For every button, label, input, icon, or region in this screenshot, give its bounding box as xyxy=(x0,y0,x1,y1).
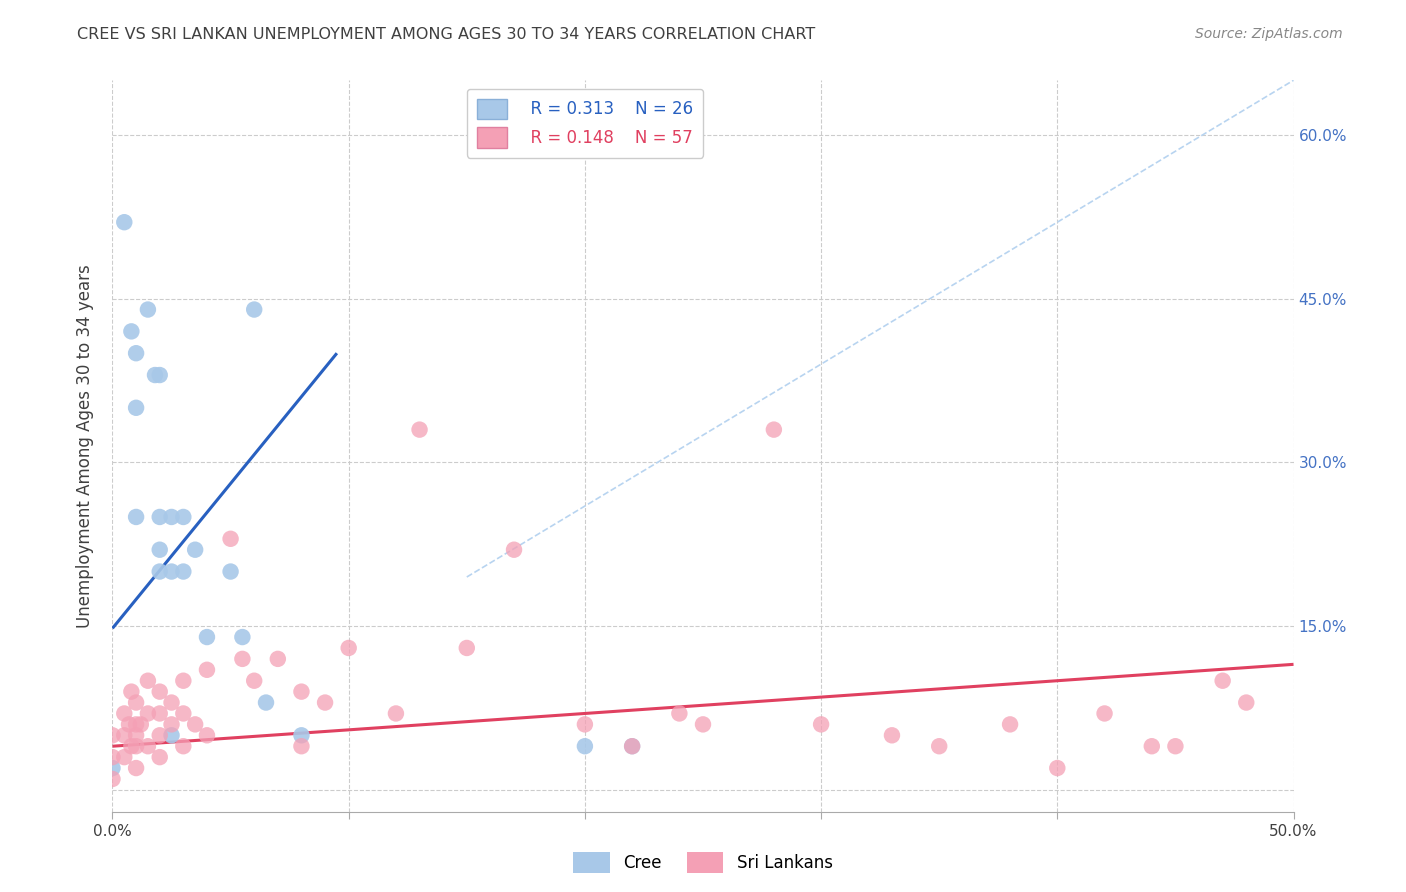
Point xyxy=(762,423,785,437)
Point xyxy=(160,565,183,579)
Point xyxy=(112,215,135,229)
Point xyxy=(231,652,253,666)
Point xyxy=(125,346,148,360)
Point xyxy=(129,717,152,731)
Point xyxy=(101,761,124,775)
Point xyxy=(928,739,950,754)
Point xyxy=(136,739,159,754)
Point xyxy=(668,706,690,721)
Point xyxy=(149,510,172,524)
Point xyxy=(621,739,644,754)
Point xyxy=(456,640,478,655)
Point xyxy=(408,423,430,437)
Point xyxy=(810,717,832,731)
Point xyxy=(290,739,312,754)
Y-axis label: Unemployment Among Ages 30 to 34 years: Unemployment Among Ages 30 to 34 years xyxy=(76,264,94,628)
Point xyxy=(136,302,159,317)
Text: CREE VS SRI LANKAN UNEMPLOYMENT AMONG AGES 30 TO 34 YEARS CORRELATION CHART: CREE VS SRI LANKAN UNEMPLOYMENT AMONG AG… xyxy=(77,27,815,42)
Legend: Cree, Sri Lankans: Cree, Sri Lankans xyxy=(567,846,839,880)
Point xyxy=(160,728,183,742)
Point xyxy=(1212,673,1234,688)
Legend:   R = 0.313    N = 26,   R = 0.148    N = 57: R = 0.313 N = 26, R = 0.148 N = 57 xyxy=(467,88,703,158)
Point xyxy=(125,717,148,731)
Point xyxy=(149,684,172,698)
Point xyxy=(118,717,141,731)
Point xyxy=(172,565,194,579)
Point xyxy=(125,739,148,754)
Point xyxy=(254,696,277,710)
Point xyxy=(195,630,218,644)
Point xyxy=(574,717,596,731)
Point xyxy=(621,739,644,754)
Point xyxy=(231,630,253,644)
Point xyxy=(125,728,148,742)
Point xyxy=(1094,706,1116,721)
Point xyxy=(149,750,172,764)
Point xyxy=(101,772,124,786)
Point xyxy=(149,368,172,382)
Point xyxy=(149,542,172,557)
Point xyxy=(120,324,142,338)
Point xyxy=(143,368,166,382)
Point xyxy=(290,728,312,742)
Point xyxy=(112,750,135,764)
Point xyxy=(385,706,408,721)
Point xyxy=(172,673,194,688)
Point xyxy=(219,532,242,546)
Point xyxy=(195,663,218,677)
Point xyxy=(120,684,142,698)
Point xyxy=(120,739,142,754)
Point xyxy=(184,717,207,731)
Point xyxy=(149,565,172,579)
Point xyxy=(172,706,194,721)
Point xyxy=(314,696,336,710)
Point xyxy=(112,706,135,721)
Point xyxy=(574,739,596,754)
Point xyxy=(101,750,124,764)
Point xyxy=(1046,761,1069,775)
Point xyxy=(195,728,218,742)
Point xyxy=(1140,739,1163,754)
Point xyxy=(125,510,148,524)
Text: Source: ZipAtlas.com: Source: ZipAtlas.com xyxy=(1195,27,1343,41)
Point xyxy=(125,696,148,710)
Point xyxy=(880,728,903,742)
Point xyxy=(101,728,124,742)
Point xyxy=(172,739,194,754)
Point xyxy=(136,706,159,721)
Point xyxy=(998,717,1021,731)
Point xyxy=(503,542,526,557)
Point xyxy=(160,510,183,524)
Point xyxy=(125,761,148,775)
Point xyxy=(267,652,290,666)
Point xyxy=(160,717,183,731)
Point xyxy=(243,302,266,317)
Point xyxy=(290,684,312,698)
Point xyxy=(136,673,159,688)
Point xyxy=(149,728,172,742)
Point xyxy=(125,401,148,415)
Point xyxy=(337,640,360,655)
Point xyxy=(149,706,172,721)
Point xyxy=(1164,739,1187,754)
Point xyxy=(692,717,714,731)
Point xyxy=(243,673,266,688)
Point xyxy=(112,728,135,742)
Point xyxy=(1234,696,1257,710)
Point xyxy=(219,565,242,579)
Point xyxy=(172,510,194,524)
Point xyxy=(160,696,183,710)
Point xyxy=(184,542,207,557)
